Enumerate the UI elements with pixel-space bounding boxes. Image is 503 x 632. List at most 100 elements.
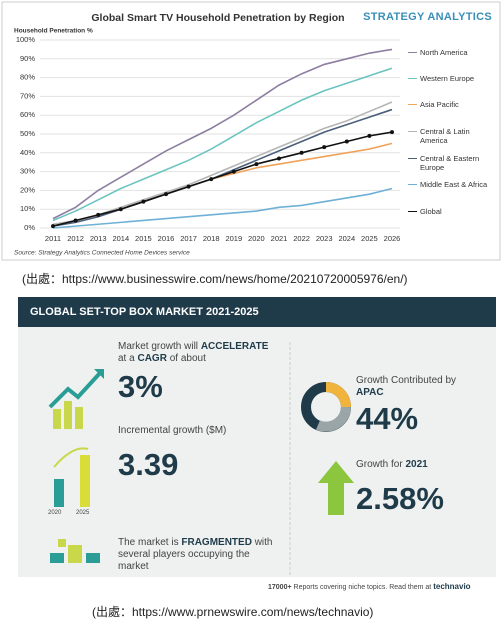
legend-entry: Global bbox=[408, 207, 496, 216]
caption: (出處：https://www.businesswire.com/news/ho… bbox=[22, 270, 408, 287]
chart: Global Smart TV Household Penetration by… bbox=[1, 1, 501, 261]
incremental-value: 3.39 bbox=[118, 447, 179, 482]
y-tick-label: 80% bbox=[20, 73, 35, 82]
footer bbox=[18, 577, 496, 597]
text: ACCELERATE bbox=[200, 341, 269, 352]
legend-swatch bbox=[408, 158, 417, 159]
y-tick-label: 90% bbox=[20, 54, 35, 63]
legend-entry: Western Europe bbox=[408, 74, 496, 83]
y-tick-label: 60% bbox=[20, 110, 35, 119]
y-tick-label: 10% bbox=[20, 204, 35, 213]
text: FRAGMENTED bbox=[181, 537, 252, 548]
series-line bbox=[52, 108, 393, 227]
bar-icon bbox=[53, 447, 90, 507]
series-line bbox=[52, 101, 393, 226]
series-line bbox=[52, 48, 393, 220]
growth-text: Growth for 2021 bbox=[356, 459, 428, 471]
chart-title: Global Smart TV Household Penetration by… bbox=[91, 12, 344, 24]
x-tick-label: 2011 bbox=[45, 234, 61, 243]
legend-entry: Middle East & Africa bbox=[408, 180, 496, 189]
incremental-text: Incremental growth ($M) bbox=[118, 425, 227, 436]
y-tick-label: 100% bbox=[16, 35, 36, 44]
legend-label: Global bbox=[420, 207, 442, 216]
arrow-icon bbox=[318, 461, 354, 515]
x-tick-label: 2020 bbox=[248, 234, 265, 243]
apac-value: 44% bbox=[356, 401, 419, 436]
text: Market growth will bbox=[118, 341, 199, 352]
x-tick-label: 2015 bbox=[135, 234, 152, 243]
point bbox=[209, 177, 214, 182]
x-tick-label: 2014 bbox=[112, 234, 129, 243]
x-tick-label: 2024 bbox=[338, 234, 355, 243]
y-tick-label: 20% bbox=[20, 185, 35, 194]
legend-label: Western Europe bbox=[420, 74, 475, 83]
legend-label: Middle East & Africa bbox=[420, 180, 488, 189]
y-tick-label: 30% bbox=[20, 167, 35, 176]
text: of about bbox=[169, 353, 206, 364]
x-tick-label: 2016 bbox=[158, 234, 175, 243]
point bbox=[299, 150, 304, 155]
chart-source: Source: Strategy Analytics Connected Hom… bbox=[14, 250, 190, 257]
footer-text: 17000+ Reports covering niche topics. Re… bbox=[268, 582, 471, 591]
cagr-value: 3% bbox=[118, 369, 163, 404]
infographic-title: GLOBAL SET-TOP BOX MARKET 2021-2025 bbox=[30, 306, 259, 318]
point bbox=[51, 224, 55, 229]
icon-label: 2020 bbox=[48, 510, 62, 516]
legend-swatch bbox=[408, 131, 417, 132]
point bbox=[118, 207, 123, 212]
x-tick-label: 2021 bbox=[271, 234, 288, 243]
legend-swatch bbox=[408, 211, 417, 212]
text: technavio bbox=[433, 582, 471, 591]
x-tick-label: 2026 bbox=[384, 234, 401, 243]
series-line bbox=[52, 131, 393, 227]
x-tick-label: 2018 bbox=[203, 234, 220, 243]
legend-entry: Asia Pacific bbox=[408, 100, 496, 109]
legend-label: Asia Pacific bbox=[420, 100, 459, 109]
text: APAC bbox=[356, 387, 384, 398]
series-line bbox=[52, 67, 393, 222]
caption: (出處：https://www.prnewswire.com/news/tech… bbox=[92, 603, 373, 620]
icon-label: 2025 bbox=[76, 510, 90, 516]
point bbox=[322, 145, 327, 150]
brand-logo: STRATEGY ANALYTICS bbox=[363, 11, 492, 23]
text: with several players occupying the marke… bbox=[118, 537, 273, 572]
caption-text: (出處：https://www.businesswire.com/news/ho… bbox=[22, 272, 408, 286]
point bbox=[164, 192, 168, 197]
x-tick-label: 2022 bbox=[293, 234, 310, 243]
point bbox=[277, 156, 281, 161]
text: Reports covering niche topics. Read them… bbox=[293, 584, 432, 591]
point bbox=[254, 162, 259, 167]
y-tick-label: 40% bbox=[20, 148, 35, 157]
series-line bbox=[52, 187, 393, 229]
cagr-text: Market growth will ACCELERATE at a CAGR … bbox=[118, 341, 278, 365]
pie-icon bbox=[301, 382, 351, 432]
point bbox=[344, 139, 349, 144]
point bbox=[186, 184, 191, 189]
legend-entry: Central & Latin America bbox=[408, 127, 496, 145]
point bbox=[390, 130, 394, 135]
text: 2021 bbox=[405, 459, 428, 470]
y-tick-label: 50% bbox=[20, 129, 35, 138]
fragmented-icon bbox=[50, 539, 100, 563]
point bbox=[231, 169, 236, 174]
legend-swatch bbox=[408, 52, 417, 53]
point bbox=[96, 212, 101, 217]
text: 17000+ bbox=[268, 584, 292, 591]
text: CAGR bbox=[137, 353, 167, 364]
chart-frame bbox=[1, 1, 501, 261]
legend-swatch bbox=[408, 78, 417, 79]
apac-text: Growth Contributed by APAC bbox=[356, 375, 486, 399]
point bbox=[367, 133, 372, 138]
growth-value: 2.58% bbox=[356, 481, 444, 516]
text: at a bbox=[118, 353, 135, 364]
infographic: GLOBAL SET-TOP BOX MARKET 2021-2025 Mark… bbox=[18, 297, 496, 597]
y-tick-label: 70% bbox=[20, 91, 35, 100]
x-tick-label: 2013 bbox=[90, 234, 107, 243]
text: Growth Contributed by bbox=[356, 375, 457, 386]
x-tick-label: 2017 bbox=[180, 234, 197, 243]
growth-icon bbox=[48, 369, 104, 429]
icons bbox=[48, 342, 354, 577]
x-tick-label: 2023 bbox=[316, 234, 333, 243]
caption-text: (出處：https://www.prnewswire.com/news/tech… bbox=[92, 605, 374, 619]
